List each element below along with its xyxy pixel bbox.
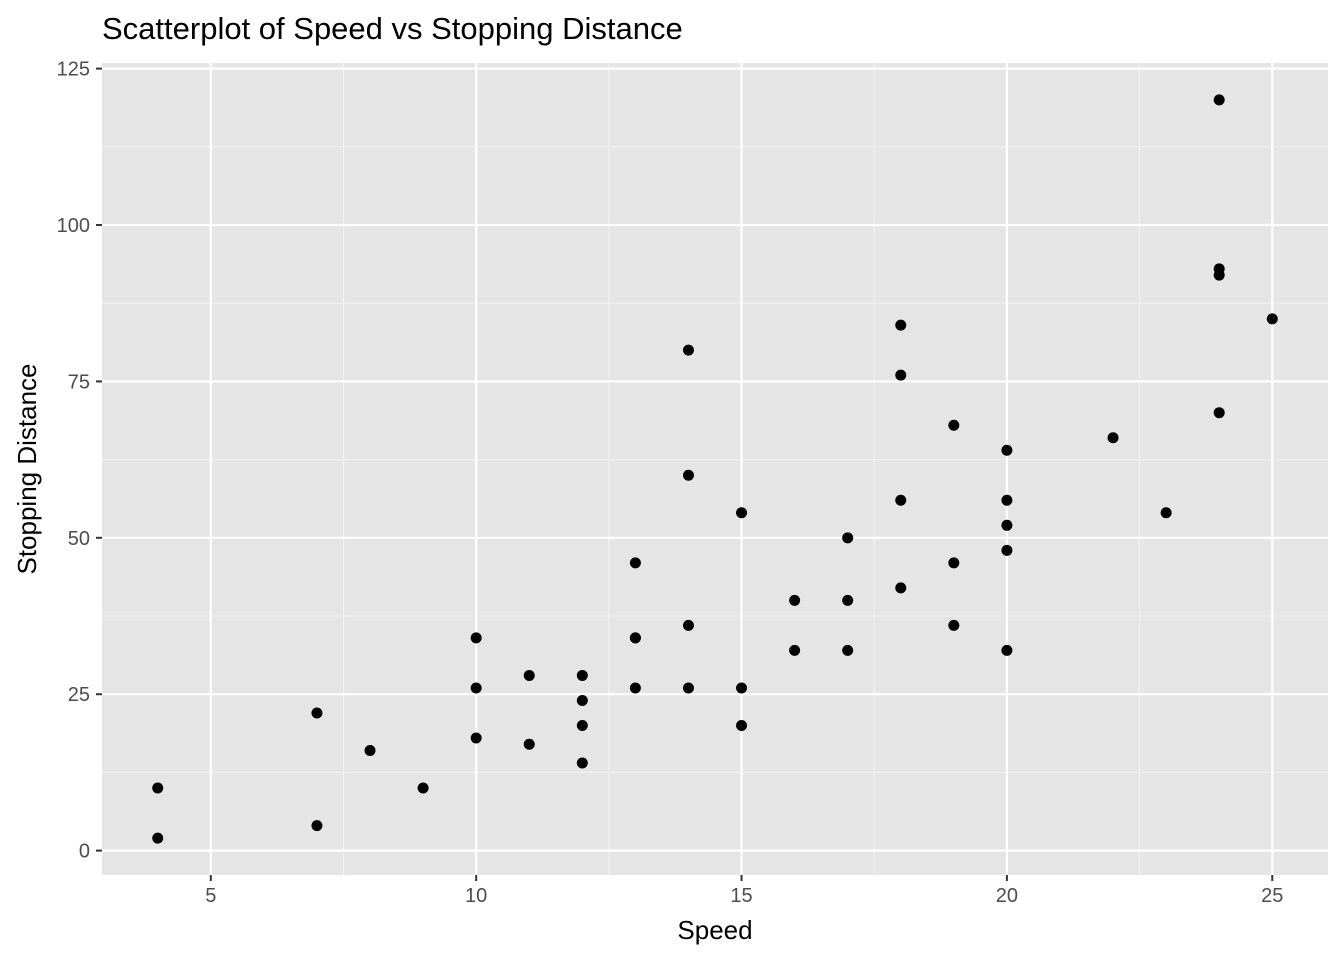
- data-point: [736, 682, 748, 694]
- data-point: [576, 694, 588, 706]
- data-point: [311, 707, 323, 719]
- y-tick-label: 50: [68, 528, 90, 550]
- x-tick-label: 10: [465, 885, 487, 907]
- data-point: [470, 682, 482, 694]
- plot-panel: [102, 63, 1328, 875]
- data-point: [1266, 313, 1278, 325]
- minor-gridlines: [102, 63, 1328, 875]
- data-point: [470, 732, 482, 744]
- data-point: [523, 669, 535, 681]
- data-point: [1001, 494, 1013, 506]
- data-point: [1001, 544, 1013, 556]
- data-point: [629, 682, 641, 694]
- y-tick-label: 25: [68, 684, 90, 706]
- data-point: [736, 507, 748, 519]
- data-point: [1160, 507, 1172, 519]
- y-tick-label: 100: [57, 215, 90, 237]
- data-point: [736, 719, 748, 731]
- data-point: [948, 619, 960, 631]
- data-point: [842, 644, 854, 656]
- data-point: [789, 594, 801, 606]
- data-point: [682, 469, 694, 481]
- data-point: [1107, 432, 1119, 444]
- x-axis: 5 10 15 20 25: [205, 875, 1283, 907]
- major-gridlines: [102, 63, 1328, 875]
- data-point: [842, 594, 854, 606]
- data-point: [682, 682, 694, 694]
- data-point: [629, 557, 641, 569]
- data-point: [417, 782, 429, 794]
- data-point: [948, 419, 960, 431]
- data-point: [152, 832, 164, 844]
- data-point: [895, 319, 907, 331]
- data-point: [364, 745, 376, 757]
- data-point: [682, 619, 694, 631]
- y-tick-label: 125: [57, 59, 90, 81]
- x-tick-label: 25: [1261, 885, 1283, 907]
- data-point: [1001, 519, 1013, 531]
- data-point: [842, 532, 854, 544]
- y-tick-label: 75: [68, 371, 90, 393]
- y-axis: 0 25 50 75 100 125: [57, 59, 102, 863]
- data-point: [1001, 444, 1013, 456]
- chart-title: Scatterplot of Speed vs Stopping Distanc…: [102, 11, 683, 46]
- data-point: [629, 632, 641, 644]
- data-point: [895, 582, 907, 594]
- data-point: [1001, 644, 1013, 656]
- y-tick-label: 0: [79, 841, 90, 863]
- data-point: [1213, 263, 1225, 275]
- data-point: [948, 557, 960, 569]
- data-point: [311, 820, 323, 832]
- data-point: [523, 738, 535, 750]
- x-tick-label: 15: [730, 885, 752, 907]
- data-point: [682, 344, 694, 356]
- data-point: [576, 719, 588, 731]
- data-point: [470, 632, 482, 644]
- x-tick-label: 20: [996, 885, 1018, 907]
- data-point: [576, 757, 588, 769]
- data-point: [576, 669, 588, 681]
- data-point: [152, 782, 164, 794]
- data-point: [1213, 94, 1225, 106]
- data-point: [789, 644, 801, 656]
- x-tick-label: 5: [205, 885, 216, 907]
- data-point: [1213, 407, 1225, 419]
- y-axis-title: Stopping Distance: [12, 363, 42, 574]
- data-point: [895, 494, 907, 506]
- data-points: [152, 94, 1278, 844]
- data-point: [895, 369, 907, 381]
- x-axis-title: Speed: [677, 915, 752, 945]
